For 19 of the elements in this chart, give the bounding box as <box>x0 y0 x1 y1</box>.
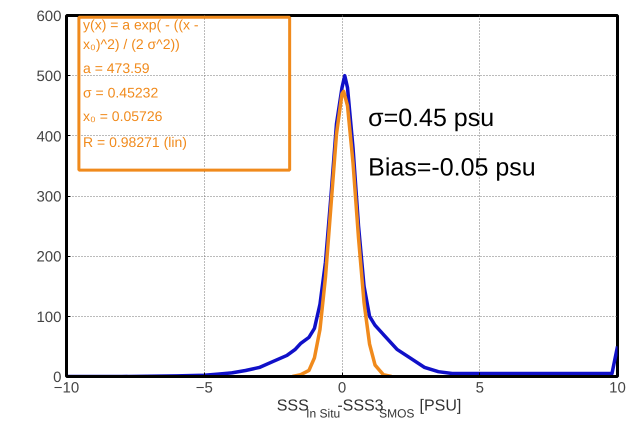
annotation: Bias=-0.05 psu <box>368 154 536 182</box>
y-tick-label: 300 <box>36 188 62 206</box>
annotation: x₀ = 0.05726 <box>83 108 163 124</box>
annotation: a = 473.59 <box>83 60 150 76</box>
y-tick-label: 500 <box>36 68 62 86</box>
y-tick-label: 0 <box>53 369 62 386</box>
x-tick-label: 5 <box>476 380 484 396</box>
annotation: σ = 0.45232 <box>83 84 158 101</box>
annotation: σ=0.45 psu <box>368 104 494 132</box>
annotation: y(x) = a exp( - ((x - <box>83 16 199 33</box>
y-tick-label: 200 <box>36 248 62 266</box>
y-tick-label: 600 <box>36 8 62 25</box>
y-tick-label: 400 <box>36 128 62 146</box>
y-tick-label: 100 <box>36 308 62 326</box>
x-tick-label: 0 <box>338 380 346 396</box>
x-tick-label: 10 <box>609 380 626 396</box>
x-tick-label: −5 <box>196 380 213 396</box>
annotation: x₀)^2) / (2 σ^2)) <box>83 36 180 52</box>
annotation: R = 0.98271 (lin) <box>83 134 187 150</box>
